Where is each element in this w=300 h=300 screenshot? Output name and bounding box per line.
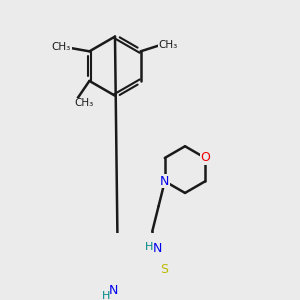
Text: N: N bbox=[109, 284, 118, 298]
Text: CH₃: CH₃ bbox=[74, 98, 94, 109]
Text: H: H bbox=[101, 291, 110, 300]
Text: N: N bbox=[152, 242, 162, 255]
Text: S: S bbox=[160, 263, 168, 277]
Text: O: O bbox=[200, 152, 210, 164]
Text: N: N bbox=[160, 175, 170, 188]
Text: H: H bbox=[145, 242, 153, 252]
Text: CH₃: CH₃ bbox=[52, 43, 71, 52]
Text: CH₃: CH₃ bbox=[158, 40, 177, 50]
